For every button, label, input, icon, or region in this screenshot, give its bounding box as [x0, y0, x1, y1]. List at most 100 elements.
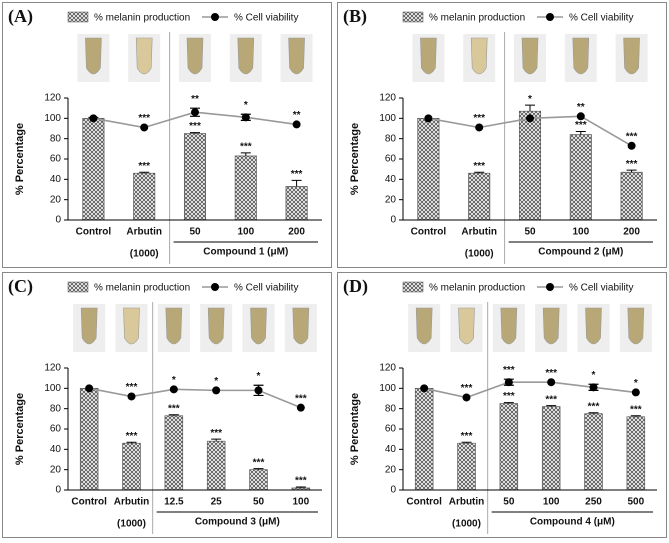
error-bar	[291, 179, 302, 187]
significance-label: ***	[473, 161, 485, 172]
viability-marker	[504, 378, 513, 387]
panel-border	[2, 272, 332, 538]
significance-label: ***	[630, 404, 642, 415]
y-tick-label: 80	[385, 133, 397, 144]
x-tick-label: 200	[623, 227, 640, 238]
viability-line	[89, 387, 302, 409]
tube	[207, 307, 225, 345]
viability-marker	[296, 403, 305, 412]
significance-label: ***	[291, 169, 303, 180]
y-axis-label: % Percentage	[14, 393, 26, 465]
viability-marker	[627, 141, 636, 150]
significance-label: ***	[626, 131, 638, 142]
x-tick-label: 100	[237, 227, 254, 238]
legend-swatch	[402, 281, 424, 293]
bar	[79, 387, 99, 491]
tube	[288, 37, 305, 75]
viability-marker	[191, 108, 199, 117]
y-tick-label: 40	[385, 444, 397, 455]
significance-label: ***	[295, 476, 307, 487]
y-tick-label: 100	[379, 383, 396, 394]
tube	[237, 37, 255, 75]
bar	[499, 403, 519, 491]
significance-label: ***	[461, 383, 473, 394]
error-bar	[525, 104, 535, 112]
legend-marker	[546, 283, 554, 291]
error-bar	[575, 131, 586, 135]
y-tick-label: 0	[390, 485, 396, 496]
x-tick-label: Arbutin	[449, 497, 485, 508]
viability-marker	[420, 384, 429, 393]
viability-marker	[631, 388, 640, 397]
significance-label: ***	[138, 113, 150, 124]
viability-marker	[475, 123, 484, 132]
x-tick-label: 50	[524, 227, 536, 238]
error-bar	[240, 152, 251, 156]
legend-label: % Cell viability	[234, 13, 298, 24]
significance-label: ***	[473, 113, 485, 124]
y-axis-label: % Percentage	[349, 393, 361, 465]
significance-label: ***	[240, 142, 252, 153]
significance-label: **	[191, 94, 199, 105]
tube	[470, 37, 488, 75]
x-sublabel: Compound 3 (μM)	[195, 517, 280, 528]
tube	[85, 37, 102, 75]
x-tick-label: Arbutin	[126, 227, 162, 238]
legend-swatch	[67, 11, 89, 23]
x-tick-label: Control	[411, 227, 447, 238]
y-tick-label: 80	[50, 403, 62, 414]
panel-label: (B)	[343, 6, 367, 27]
error-bar	[295, 486, 306, 488]
significance-label: ***	[253, 457, 265, 468]
legend-marker	[546, 13, 554, 21]
error-bar	[126, 441, 137, 444]
error-bar	[168, 414, 179, 416]
x-tick-label: 100	[292, 497, 309, 508]
significance-label: *	[257, 371, 261, 382]
y-tick-label: 20	[50, 194, 62, 205]
tube	[585, 307, 602, 345]
x-sublabel: (1000)	[465, 249, 494, 260]
significance-label: **	[293, 110, 301, 121]
x-tick-label: 25	[211, 497, 223, 508]
viability-marker	[212, 386, 221, 395]
viability-marker	[140, 123, 149, 132]
significance-label: ***	[503, 391, 515, 402]
tube	[521, 37, 539, 75]
y-tick-label: 20	[385, 194, 397, 205]
significance-label: *	[528, 94, 532, 105]
bar	[569, 134, 592, 221]
y-tick-label: 120	[379, 363, 396, 374]
bar	[541, 406, 561, 491]
y-tick-label: 120	[44, 93, 61, 104]
significance-label: **	[577, 102, 585, 113]
legend-label: % melanin production	[94, 13, 190, 24]
tube	[623, 37, 640, 75]
x-tick-label: 12.5	[164, 497, 184, 508]
x-tick-label: 100	[572, 227, 589, 238]
significance-label: *	[244, 100, 248, 111]
viability-marker	[576, 112, 585, 121]
significance-label: ***	[626, 159, 638, 170]
x-tick-label: 200	[288, 227, 305, 238]
significance-label: ***	[588, 401, 600, 412]
viability-line	[423, 381, 636, 399]
significance-label: *	[214, 376, 218, 387]
viability-marker	[241, 113, 250, 122]
legend-label: % Cell viability	[569, 283, 633, 294]
tube	[250, 307, 267, 345]
viability-marker	[547, 378, 556, 387]
x-tick-label: Arbutin	[461, 227, 497, 238]
bar	[417, 117, 440, 221]
error-bar	[139, 171, 150, 174]
tube	[135, 37, 153, 75]
x-sublabel: Compound 1 (μM)	[203, 247, 288, 258]
x-sublabel: Compound 2 (μM)	[538, 247, 623, 258]
significance-label: *	[634, 378, 638, 389]
panel-label: (D)	[343, 276, 368, 297]
x-tick-label: Control	[406, 497, 442, 508]
viability-marker	[462, 393, 471, 402]
y-tick-label: 80	[50, 133, 62, 144]
error-bar	[588, 412, 599, 414]
y-tick-label: 40	[385, 174, 397, 185]
